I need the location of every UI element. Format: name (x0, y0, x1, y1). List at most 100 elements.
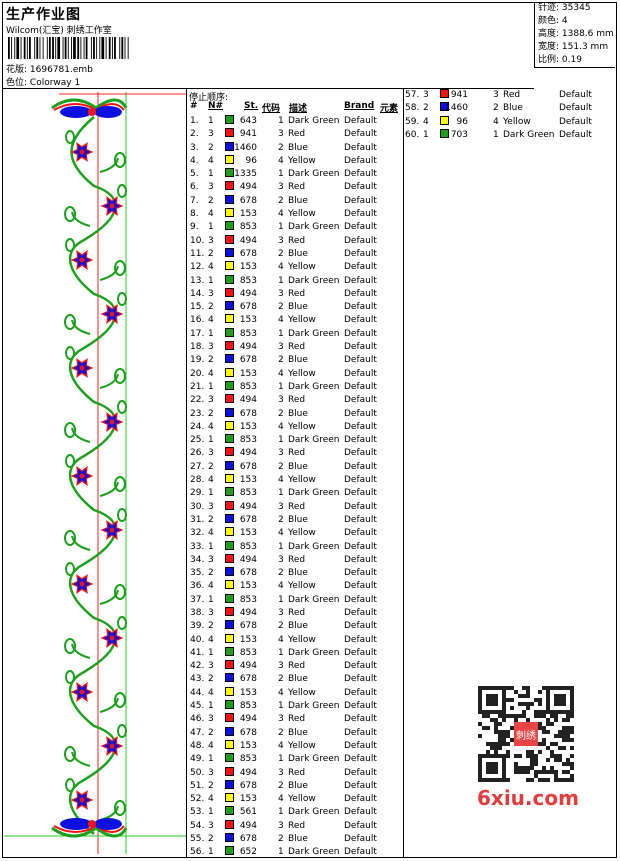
stop-number: 48. (190, 740, 205, 751)
stop-needle: 4 (208, 528, 214, 539)
qr-module (562, 738, 566, 742)
qr-module (538, 702, 542, 706)
stop-number: 25. (190, 435, 205, 446)
color-swatch (225, 327, 234, 337)
stop-number: 12. (190, 262, 205, 273)
color-swatch (225, 434, 234, 444)
stop-description: Yellow (288, 528, 316, 539)
leaf (114, 476, 126, 492)
stop-needle: 1 (208, 222, 214, 233)
qr-module (506, 698, 510, 702)
stop-code: 494 (239, 820, 257, 831)
qr-module (550, 754, 554, 758)
border-cap-arc (51, 826, 128, 838)
color-swatch (225, 168, 234, 178)
qr-module (494, 742, 498, 746)
stop-color-number: 3 (278, 554, 284, 565)
stop-color-number: 2 (278, 514, 284, 525)
info-stitches: 针迹: 35345 (538, 3, 591, 13)
color-swatch (225, 474, 234, 484)
stop-brand: Default (344, 209, 377, 220)
stop-description: Dark Green (288, 222, 340, 233)
stop-row: 14. 3 494 3 Red Default (189, 287, 403, 301)
barcode-bar (114, 37, 116, 59)
qr-module (506, 714, 510, 718)
stop-needle: 1 (208, 381, 214, 392)
qr-module (522, 766, 526, 770)
stop-code: 941 (239, 129, 257, 140)
stop-color-number: 2 (278, 142, 284, 153)
color-swatch (440, 128, 449, 138)
stop-color-number: 3 (278, 182, 284, 193)
stop-description: Blue (288, 727, 308, 738)
stop-brand: Default (344, 408, 377, 419)
qr-module (534, 714, 538, 718)
stop-code: 561 (239, 807, 257, 818)
stop-number: 22. (190, 395, 205, 406)
qr-module (526, 686, 530, 690)
flower-center (79, 149, 85, 155)
stop-brand: Default (344, 621, 377, 632)
stop-needle: 2 (208, 780, 214, 791)
stop-description: Yellow (288, 368, 316, 379)
stop-number: 27. (190, 461, 205, 472)
col-element: 元素 (380, 104, 399, 114)
stop-number: 55. (190, 834, 205, 845)
barcode-bar (11, 37, 13, 59)
barcode-bar (111, 37, 113, 59)
qr-module (502, 718, 506, 722)
flower-center (109, 743, 115, 749)
qr-module (554, 742, 558, 746)
stop-brand: Default (559, 116, 592, 127)
stop-row: 33. 1 853 1 Dark Green Default (189, 540, 403, 554)
qr-module (522, 770, 526, 774)
stop-code: 853 (239, 435, 257, 446)
stop-brand: Default (344, 421, 377, 432)
tendril (99, 481, 119, 497)
column-divider (403, 88, 404, 858)
qr-module (570, 746, 574, 750)
stop-color-number: 2 (278, 621, 284, 632)
qr-module (570, 726, 574, 730)
stop-number: 44. (190, 687, 205, 698)
stop-code: 153 (239, 209, 257, 220)
stop-row: 31. 2 678 2 Blue Default (189, 513, 403, 527)
stop-row: 21. 1 853 1 Dark Green Default (189, 380, 403, 394)
stop-number: 19. (190, 355, 205, 366)
stop-row: 52. 4 153 4 Yellow Default (189, 793, 403, 806)
stop-brand: Default (344, 461, 377, 472)
qr-finder (554, 694, 566, 706)
qr-module (570, 766, 574, 770)
stop-brand: Default (344, 195, 377, 206)
stop-code: 153 (239, 421, 257, 432)
stop-code: 153 (239, 740, 257, 751)
stop-description: Blue (288, 621, 308, 632)
stop-description: Yellow (288, 794, 316, 805)
stop-color-number: 3 (278, 395, 284, 406)
qr-module (554, 774, 558, 778)
color-swatch (225, 646, 234, 656)
stop-code: 96 (456, 116, 468, 127)
stop-description: Blue (288, 355, 308, 366)
barcode-bar (62, 37, 64, 59)
stop-code: 153 (239, 368, 257, 379)
qr-module (542, 778, 546, 782)
stop-number: 53. (190, 807, 205, 818)
qr-module (522, 694, 526, 698)
qr-module (510, 698, 514, 702)
qr-module (530, 754, 534, 758)
stop-brand: Default (344, 701, 377, 712)
stop-number: 57. (405, 90, 420, 100)
qr-module (546, 746, 550, 750)
stop-code: 652 (239, 847, 257, 858)
stop-brand: Default (344, 395, 377, 406)
stop-brand: Default (344, 541, 377, 552)
qr-module (514, 766, 518, 770)
stop-color-number: 1 (278, 754, 284, 765)
flower-center (79, 473, 85, 479)
stop-code: 494 (239, 661, 257, 672)
color-swatch (225, 314, 234, 324)
stop-description: Blue (288, 834, 308, 845)
qr-module (566, 770, 570, 774)
border-cap-petal (60, 818, 92, 830)
